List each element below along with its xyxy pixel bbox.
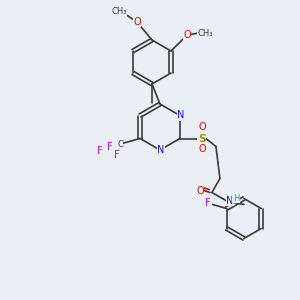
Text: CH₃: CH₃: [197, 28, 213, 38]
Text: O: O: [133, 17, 141, 27]
Text: O: O: [198, 122, 206, 133]
Text: N: N: [157, 145, 165, 155]
Text: F: F: [97, 146, 103, 157]
Text: O: O: [198, 145, 206, 154]
Text: C: C: [117, 140, 123, 149]
Text: O: O: [183, 30, 191, 40]
Text: F: F: [205, 197, 210, 208]
Text: F: F: [114, 151, 120, 160]
Text: N: N: [177, 110, 184, 121]
Text: CH₃: CH₃: [111, 8, 127, 16]
Text: H: H: [233, 194, 239, 203]
Text: O: O: [196, 185, 204, 196]
Text: F: F: [107, 142, 113, 152]
Text: S: S: [198, 134, 206, 143]
Text: N: N: [226, 196, 234, 206]
